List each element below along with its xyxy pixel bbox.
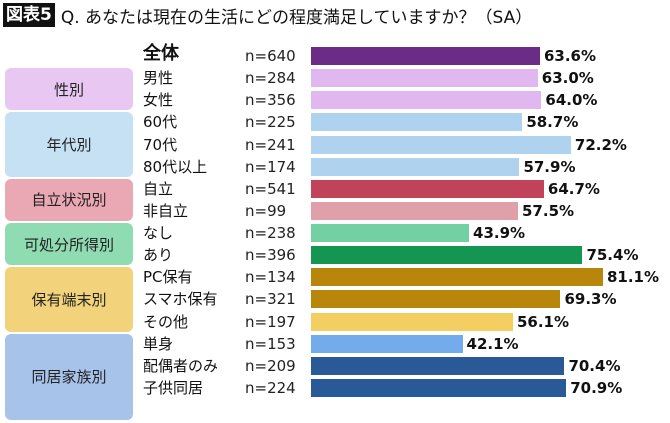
- sample-size: n=197: [245, 312, 296, 331]
- bar: [311, 268, 603, 287]
- question-text: Q. あなたは現在の生活にどの程度満足していますか？（SA）: [60, 7, 533, 28]
- row-label: 配偶者のみ: [143, 356, 219, 375]
- bar: [311, 69, 538, 88]
- bar: [311, 378, 567, 397]
- data-label: 57.5%: [522, 201, 575, 220]
- row-label: 70代: [143, 135, 178, 154]
- sample-size: n=541: [245, 179, 296, 198]
- row-label: 女性: [143, 91, 174, 110]
- row-label: 自立: [143, 179, 174, 198]
- row-label: 60代: [143, 113, 178, 132]
- group-label: 同居家族別: [5, 333, 133, 421]
- bar: [311, 224, 470, 243]
- row-label: 80代以上: [143, 157, 208, 176]
- data-label: 58.7%: [526, 113, 579, 132]
- row-label: スマホ保有: [143, 290, 218, 309]
- row-label: 子供同居: [143, 378, 204, 397]
- data-label: 64.7%: [547, 179, 600, 198]
- data-label: 81.1%: [606, 268, 659, 287]
- figure-badge: 図表5: [3, 3, 55, 27]
- sample-size: n=396: [245, 246, 296, 265]
- row-label: 非自立: [143, 201, 189, 220]
- bar: [311, 356, 565, 375]
- group-label: 性別: [5, 68, 133, 111]
- group-label: 可処分所得別: [5, 223, 133, 266]
- bar: [311, 179, 544, 198]
- data-label: 42.1%: [466, 334, 519, 353]
- data-label: 57.9%: [523, 157, 576, 176]
- row-label: 単身: [143, 334, 174, 353]
- bar: [311, 290, 561, 309]
- sample-size: n=134: [245, 268, 296, 287]
- data-label: 70.4%: [568, 356, 621, 375]
- row-label: なし: [143, 224, 174, 243]
- data-label: 56.1%: [516, 312, 569, 331]
- chart-title: 図表5 Q. あなたは現在の生活にどの程度満足していますか？（SA）: [3, 2, 532, 28]
- bar: [311, 91, 542, 110]
- bar: [311, 334, 463, 353]
- row-label: PC保有: [143, 268, 193, 287]
- sample-size: n=284: [245, 69, 296, 88]
- bar: [311, 113, 523, 132]
- data-label: 63.0%: [541, 69, 594, 88]
- data-label: 43.9%: [473, 224, 526, 243]
- sample-size: n=241: [245, 135, 296, 154]
- sample-size: n=153: [245, 334, 296, 353]
- data-label: 75.4%: [586, 246, 639, 265]
- row-label: 全体: [143, 43, 179, 64]
- row-label: あり: [143, 246, 174, 265]
- sample-size: n=356: [245, 91, 296, 110]
- group-label: 年代別: [5, 112, 133, 177]
- bar: [311, 135, 571, 154]
- sample-size: n=174: [245, 157, 296, 176]
- sample-size: n=321: [245, 290, 296, 309]
- sample-size: n=209: [245, 356, 296, 375]
- group-label: 保有端末別: [5, 267, 133, 332]
- sample-size: n=238: [245, 224, 296, 243]
- group-label: 自立状況別: [5, 178, 133, 221]
- row-label: その他: [143, 312, 189, 331]
- bar: [311, 157, 520, 176]
- row-label: 男性: [143, 69, 174, 88]
- sample-size: n=640: [245, 47, 296, 65]
- bar: [311, 312, 513, 331]
- data-label: 64.0%: [545, 91, 598, 110]
- sample-size: n=224: [245, 378, 296, 397]
- bar: [311, 47, 540, 65]
- data-label: 69.3%: [564, 290, 617, 309]
- sample-size: n=225: [245, 113, 296, 132]
- data-label: 70.9%: [570, 378, 623, 397]
- data-label: 63.6%: [543, 47, 596, 65]
- sample-size: n=99: [245, 201, 287, 220]
- bar: [311, 201, 518, 220]
- data-label: 72.2%: [574, 135, 627, 154]
- bar: [311, 246, 583, 265]
